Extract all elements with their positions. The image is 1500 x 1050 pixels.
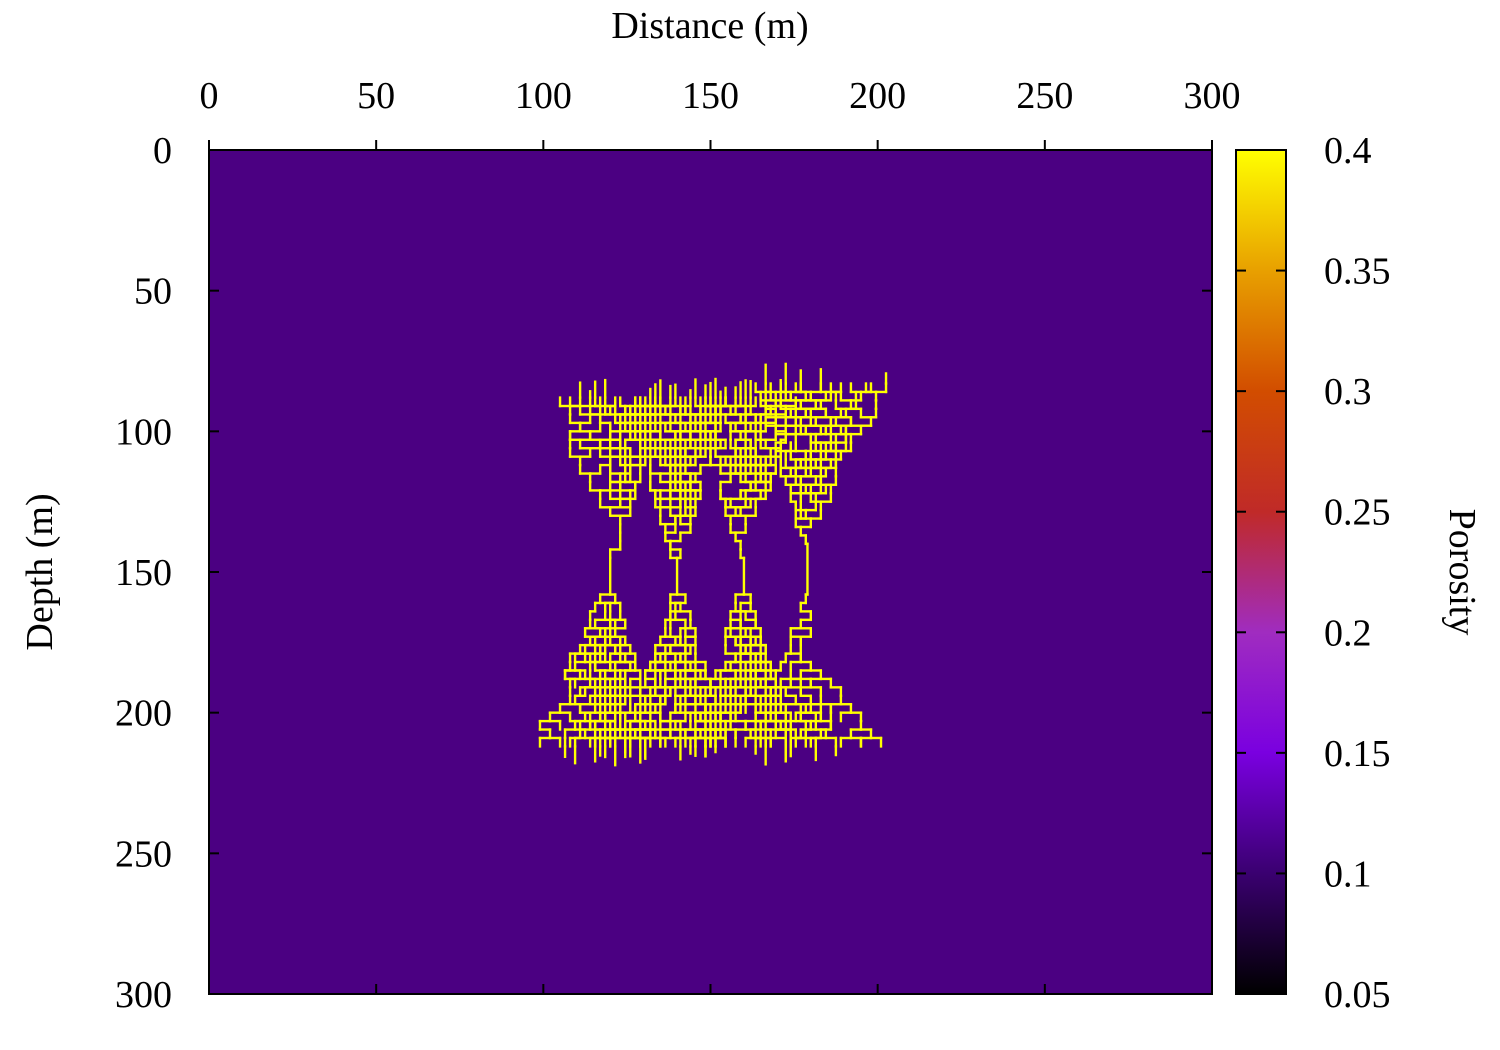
colorbar-tick-label: 0.15 — [1324, 733, 1391, 775]
colorbar-tick-label: 0.35 — [1324, 251, 1391, 293]
y-axis-title: Depth (m) — [19, 493, 61, 650]
x-tick-label: 0 — [200, 75, 219, 117]
x-tick-label: 200 — [849, 75, 906, 117]
colorbar-tick-label: 0.4 — [1324, 130, 1372, 172]
colorbar-tick-label: 0.2 — [1324, 612, 1372, 654]
x-axis-ticks: 0 50 100 150 200 250 300 — [200, 75, 1241, 994]
y-tick-label: 150 — [115, 552, 172, 594]
x-tick-label: 100 — [515, 75, 572, 117]
colorbar-tick-label: 0.3 — [1324, 371, 1372, 413]
colorbar-tick-label: 0.25 — [1324, 492, 1391, 534]
y-tick-label: 250 — [115, 833, 172, 875]
y-tick-label: 0 — [153, 130, 172, 172]
y-tick-label: 100 — [115, 411, 172, 453]
colorbar-ticks: 0.05 0.1 0.15 0.2 0.25 0.3 0.35 0.4 — [1236, 130, 1391, 1016]
y-axis-ticks: 0 50 100 150 200 250 300 — [115, 130, 1212, 1016]
x-tick-label: 250 — [1016, 75, 1073, 117]
colorbar-title: Porosity — [1441, 509, 1483, 636]
x-axis-title: Distance (m) — [611, 5, 808, 47]
colorbar-tick-label: 0.1 — [1324, 853, 1372, 895]
y-tick-label: 200 — [115, 693, 172, 735]
colorbar — [1235, 149, 1287, 995]
x-tick-label: 50 — [357, 75, 395, 117]
fracture-network — [538, 362, 888, 767]
x-tick-label: 150 — [682, 75, 739, 117]
x-tick-label: 300 — [1184, 75, 1241, 117]
y-tick-label: 50 — [134, 271, 172, 313]
y-tick-label: 300 — [115, 974, 172, 1016]
plot-area — [209, 150, 1212, 994]
colorbar-tick-label: 0.05 — [1324, 974, 1391, 1016]
